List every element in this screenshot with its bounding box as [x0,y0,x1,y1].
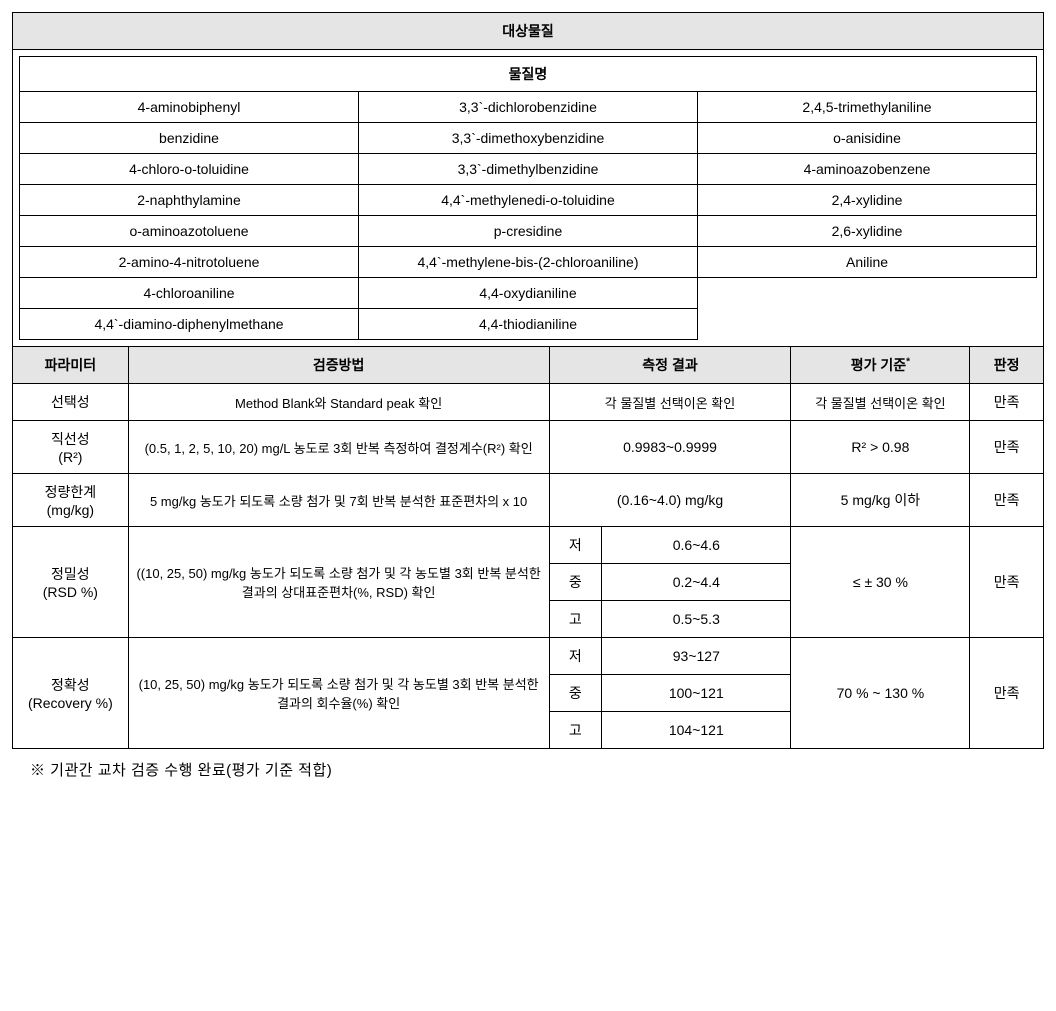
table-row: 4-aminobiphenyl 3,3`-dichlorobenzidine 2… [20,92,1037,123]
header-row: 파라미터 검증방법 측정 결과 평가 기준* 판정 [13,347,1044,384]
substance-cell: 4,4`-diamino-diphenylmethane [20,309,359,340]
result-cell: 0.6~4.6 [602,527,791,564]
section-title: 대상물질 [13,13,1043,50]
table-row: 4-chloro-o-toluidine 3,3`-dimethylbenzid… [20,154,1037,185]
substance-cell: 4-aminobiphenyl [20,92,359,123]
result-cell: 0.5~5.3 [602,601,791,638]
param-l2: (mg/kg) [47,502,94,518]
method-cell: (10, 25, 50) mg/kg 농도가 되도록 소량 첨가 및 각 농도별… [128,638,549,749]
level-label: 고 [549,601,602,638]
method-cell: (0.5, 1, 2, 5, 10, 20) mg/L 농도로 3회 반복 측정… [128,421,549,474]
col-result: 측정 결과 [549,347,791,384]
substances-subtitle: 물질명 [20,57,1037,92]
table-row: o-aminoazotoluene p-cresidine 2,6-xylidi… [20,216,1037,247]
substance-cell: 4-chloroaniline [20,278,359,309]
col-judgment: 판정 [970,347,1044,384]
judgment-cell: 만족 [970,421,1044,474]
param-l1: 정밀성 [51,566,90,582]
param-label: 직선성 (R²) [13,421,129,474]
level-label: 중 [549,675,602,712]
substance-cell: Aniline [698,247,1037,278]
param-label: 정밀성 (RSD %) [13,527,129,638]
result-cell: 104~121 [602,712,791,749]
substance-cell: p-cresidine [359,216,698,247]
table-row: 4-chloroaniline 4,4-oxydianiline [20,278,1037,309]
method-cell: 5 mg/kg 농도가 되도록 소량 첨가 및 7회 반복 분석한 표준편차의 … [128,474,549,527]
substance-cell: 2-amino-4-nitrotoluene [20,247,359,278]
result-cell: 0.2~4.4 [602,564,791,601]
method-cell: ((10, 25, 50) mg/kg 농도가 되도록 소량 첨가 및 각 농도… [128,527,549,638]
judgment-cell: 만족 [970,474,1044,527]
substance-cell-empty [698,278,1037,309]
substance-cell: 4,4-oxydianiline [359,278,698,309]
substance-cell: 4,4-thiodianiline [359,309,698,340]
criteria-cell: 5 mg/kg 이하 [791,474,970,527]
substance-cell: o-anisidine [698,123,1037,154]
validation-table: 파라미터 검증방법 측정 결과 평가 기준* 판정 선택성 Method Bla… [12,346,1044,749]
substance-cell: 3,3`-dichlorobenzidine [359,92,698,123]
row-linearity: 직선성 (R²) (0.5, 1, 2, 5, 10, 20) mg/L 농도로… [13,421,1044,474]
result-cell: 0.9983~0.9999 [549,421,791,474]
judgment-cell: 만족 [970,527,1044,638]
table-row: benzidine 3,3`-dimethoxybenzidine o-anis… [20,123,1037,154]
judgment-cell: 만족 [970,384,1044,421]
row-loq: 정량한계 (mg/kg) 5 mg/kg 농도가 되도록 소량 첨가 및 7회 … [13,474,1044,527]
substance-cell: 4,4`-methylenedi-o-toluidine [359,185,698,216]
row-precision-low: 정밀성 (RSD %) ((10, 25, 50) mg/kg 농도가 되도록 … [13,527,1044,564]
result-cell: (0.16~4.0) mg/kg [549,474,791,527]
substance-cell: o-aminoazotoluene [20,216,359,247]
judgment-cell: 만족 [970,638,1044,749]
substances-section: 대상물질 물질명 4-aminobiphenyl 3,3`-dichlorobe… [12,12,1044,347]
param-label: 선택성 [13,384,129,421]
substance-cell: 2,4-xylidine [698,185,1037,216]
method-cell: Method Blank와 Standard peak 확인 [128,384,549,421]
param-l2: (Recovery %) [28,695,113,711]
criteria-cell: R² > 0.98 [791,421,970,474]
col-method: 검증방법 [128,347,549,384]
substance-cell: 2,4,5-trimethylaniline [698,92,1037,123]
param-l1: 정확성 [51,677,90,693]
param-l1: 직선성 [51,431,90,447]
param-label: 정확성 (Recovery %) [13,638,129,749]
substances-table: 물질명 4-aminobiphenyl 3,3`-dichlorobenzidi… [19,56,1037,340]
criteria-cell: 70 % ~ 130 % [791,638,970,749]
col-parameter: 파라미터 [13,347,129,384]
table-row: 2-naphthylamine 4,4`-methylenedi-o-tolui… [20,185,1037,216]
level-label: 저 [549,638,602,675]
level-label: 저 [549,527,602,564]
level-label: 고 [549,712,602,749]
substance-cell: 2,6-xylidine [698,216,1037,247]
level-label: 중 [549,564,602,601]
result-cell: 각 물질별 선택이온 확인 [549,384,791,421]
substance-cell: 4,4`-methylene-bis-(2-chloroaniline) [359,247,698,278]
param-l2: (RSD %) [43,584,98,600]
param-l2: (R²) [58,449,82,465]
table-row: 4,4`-diamino-diphenylmethane 4,4-thiodia… [20,309,1037,340]
row-selectivity: 선택성 Method Blank와 Standard peak 확인 각 물질별… [13,384,1044,421]
criteria-cell: ≤ ± 30 % [791,527,970,638]
substance-cell: 2-naphthylamine [20,185,359,216]
result-cell: 100~121 [602,675,791,712]
substance-cell-empty [698,309,1037,340]
footnote: ※ 기관간 교차 검증 수행 완료(평가 기준 적합) [12,749,1044,780]
param-l1: 정량한계 [45,484,97,500]
result-cell: 93~127 [602,638,791,675]
substance-cell: 3,3`-dimethoxybenzidine [359,123,698,154]
substance-cell: 4-chloro-o-toluidine [20,154,359,185]
table-row: 2-amino-4-nitrotoluene 4,4`-methylene-bi… [20,247,1037,278]
criteria-cell: 각 물질별 선택이온 확인 [791,384,970,421]
param-label: 정량한계 (mg/kg) [13,474,129,527]
substance-cell: 4-aminoazobenzene [698,154,1037,185]
substance-cell: benzidine [20,123,359,154]
col-criteria: 평가 기준* [791,347,970,384]
row-accuracy-low: 정확성 (Recovery %) (10, 25, 50) mg/kg 농도가 … [13,638,1044,675]
substance-cell: 3,3`-dimethylbenzidine [359,154,698,185]
